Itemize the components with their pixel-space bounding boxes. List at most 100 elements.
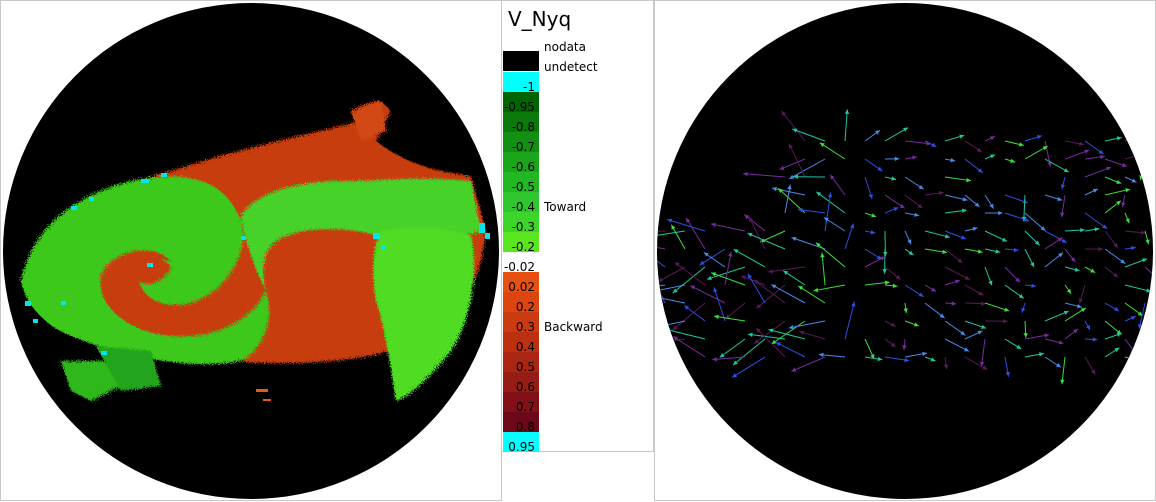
wind-vector-head [939,190,944,196]
wind-vector [657,352,666,358]
wind-vector [710,272,746,286]
toward-velocity-east [373,227,475,401]
wind-vector-head [977,330,983,335]
toward-label: Toward [544,200,587,214]
wind-vector-head [871,213,877,218]
wind-vector [819,142,846,160]
wind-vector-head [912,155,917,160]
wind-vector [797,209,826,214]
wind-vector-head [902,345,907,350]
wind-vector [747,333,786,340]
wind-vector [732,338,766,366]
wind-vector [821,252,826,286]
wind-vector [657,294,686,304]
wind-vector [788,143,806,178]
wind-vector-head [753,279,759,285]
wind-vector-head [981,301,986,306]
wind-vector-head [1085,325,1091,331]
wind-vector-head [747,332,753,337]
wind-vector-head [797,207,803,213]
wind-vector-head [743,171,748,177]
wind-vector-head [775,342,781,347]
wind-vector-head [1042,146,1048,151]
legend-swatch [503,312,539,332]
wind-vector-head [1125,218,1130,224]
wind-vector-head [1061,238,1067,243]
legend-value: -0.5 [511,180,535,194]
wind-vector [791,237,826,250]
wind-vector-head [998,210,1003,216]
wind-vector-head [783,270,789,276]
wind-vector-head [892,283,898,288]
wind-vector [657,244,666,268]
wind-vector-head [1121,162,1127,168]
wind-vector-head [930,357,936,362]
wind-vector-head [1058,340,1064,345]
wind-vector-head [977,249,983,254]
wind-vector-head [957,258,963,263]
legend-swatch [503,252,539,272]
wind-vector-image [657,3,1153,499]
wind-vector-head [1147,150,1152,156]
wind-vector-head [747,273,753,279]
wind-vector-map [654,0,1156,501]
wind-vector-head [711,272,717,277]
wind-vector-head [772,186,777,192]
legend-value: -0.02 [503,260,535,274]
wind-vector-head [792,128,798,133]
wind-vector [748,216,766,250]
wind-vector-head [974,202,980,207]
wind-vector-head [714,314,719,319]
wind-vector-head [907,239,912,245]
wind-vector-head [976,147,982,153]
wind-vector-head [1005,371,1010,377]
wind-vector-head [1141,230,1146,235]
wind-vector [1144,356,1153,365]
wind-vector [657,230,686,239]
wind-vector-head [950,157,956,163]
legend-swatch [503,212,539,232]
legend-value: -1 [523,80,535,94]
wind-vector [733,248,766,268]
legend-swatch [503,292,539,312]
wind-vector-head [1055,362,1061,368]
wind-vector-head [1114,347,1120,353]
wind-vector-head [944,234,950,239]
legend-value: 0.95 [508,440,535,454]
wind-vector-head [1084,149,1090,154]
legend-swatch [503,112,539,132]
radial-velocity-map [0,0,502,501]
wind-vector-head [699,260,705,265]
wind-vector-head [964,275,970,280]
wind-vector-head [1070,257,1076,263]
wind-vector [771,187,806,196]
wind-vector-head [960,235,966,240]
wind-vector-head [798,285,804,291]
legend-swatch [503,272,539,292]
wind-vector-head [959,134,965,139]
wind-vector-head [788,325,794,330]
wind-vector-head [756,328,761,333]
wind-vector [1144,316,1153,322]
wind-vector [747,273,766,304]
wind-vector-head [719,353,725,358]
wind-vector-head [1080,227,1085,233]
wind-vector-head [1080,307,1086,313]
wind-vector [690,285,726,304]
wind-vector [743,173,786,178]
wind-vector-head [844,109,850,114]
wind-vector-head [1092,337,1098,342]
wind-vector-head [1003,319,1008,324]
wind-vector-head [749,216,754,222]
wind-vector-head [791,367,797,372]
wind-vector-head [733,249,739,254]
wind-vector-head [939,313,945,319]
wind-vector-head [1100,154,1105,160]
nodata-label: nodata [544,40,586,54]
wind-vector [775,341,806,358]
wind-vector [788,158,826,180]
wind-vector-head [913,322,919,327]
wind-vector-head [1074,267,1080,272]
wind-vector-head [712,357,717,362]
wind-vector-head [1116,136,1122,141]
